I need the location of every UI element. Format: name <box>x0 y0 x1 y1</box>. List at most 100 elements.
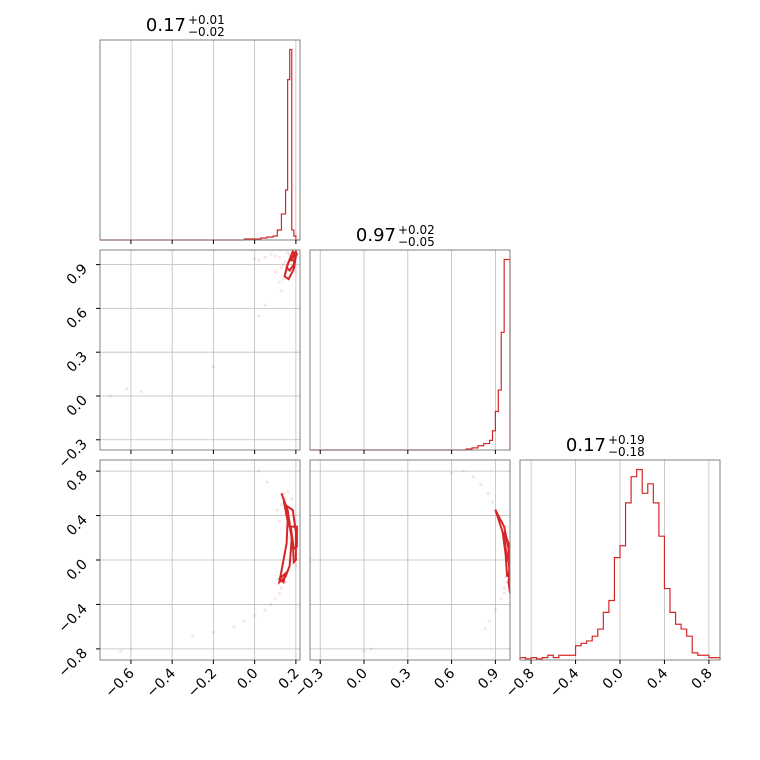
scatter-point <box>273 254 277 258</box>
contour-line <box>277 570 288 585</box>
scatter-point <box>286 251 290 255</box>
scatter-point <box>279 586 284 590</box>
contour-line <box>494 509 510 578</box>
x-tick-label: 0.0 <box>600 666 627 693</box>
scatter-point <box>263 255 267 259</box>
scatter-point <box>191 633 195 638</box>
x-tick-label: −0.6 <box>102 665 137 700</box>
scatter-point <box>483 627 487 631</box>
scatter-point <box>290 497 294 501</box>
axes-layer <box>96 39 721 664</box>
y-tick-label: −0.8 <box>55 645 90 680</box>
scatter-point <box>279 265 284 270</box>
x-tick-label: −0.4 <box>144 665 179 700</box>
scatter-point <box>275 508 279 512</box>
histogram-frame-0 <box>99 39 301 241</box>
scatter-point <box>279 289 284 293</box>
y-tick-label: 0.3 <box>64 349 91 376</box>
scatter-point <box>277 519 281 523</box>
grid-layer <box>100 40 710 660</box>
scatter-point <box>242 619 246 623</box>
y-tick-label: 0.8 <box>64 468 91 495</box>
y-tick-label: 0.0 <box>64 557 91 584</box>
scatter-point <box>277 255 281 259</box>
y-tick-label: −0.3 <box>55 436 90 471</box>
scatter-point <box>461 469 465 473</box>
title-median: 0.17 <box>146 15 186 36</box>
scatter-point <box>281 277 286 281</box>
title-median: 0.17 <box>566 435 606 456</box>
title-minus: −0.05 <box>398 235 435 249</box>
scatter-point <box>263 608 267 612</box>
title-plus: +0.02 <box>398 223 435 237</box>
scatter-point <box>502 591 506 595</box>
scatter-point <box>499 597 503 601</box>
y-tick-label: −0.4 <box>55 601 90 636</box>
scatter-point <box>269 252 273 256</box>
scatter-point <box>257 469 261 473</box>
y-tick-label: 0.4 <box>64 512 91 539</box>
title-plus: +0.19 <box>608 433 645 447</box>
scatter-point <box>486 491 490 495</box>
scatter-panel-1 <box>119 469 298 653</box>
x-tick-label: −0.4 <box>547 665 582 700</box>
x-tick-label: 0.3 <box>388 666 415 693</box>
x-tick-label: 0.9 <box>475 666 502 693</box>
scatter-point <box>502 586 506 590</box>
x-tick-label: 0.6 <box>431 665 458 692</box>
scatter-point <box>108 394 112 398</box>
scatter-point <box>471 475 476 479</box>
scatter-point <box>253 257 257 261</box>
contour-line <box>288 250 298 262</box>
scatter-point <box>263 303 267 308</box>
y-tick-label: 0.6 <box>64 305 91 332</box>
scatter-point <box>139 390 143 394</box>
contour-line <box>289 525 298 551</box>
scatter-point <box>490 500 495 504</box>
scatter-point <box>265 480 269 484</box>
title-median: 0.97 <box>356 225 396 246</box>
scatter-panel-2 <box>362 469 510 653</box>
scatter-point <box>257 314 261 318</box>
scatter-point <box>369 647 373 651</box>
x-tick-label: −0.8 <box>503 666 538 701</box>
histogram-title-1: 0.97 +0.02−0.05 <box>356 223 435 249</box>
scatter-point <box>273 270 277 274</box>
scatter-point <box>281 262 286 267</box>
scatter-point <box>257 258 261 262</box>
scatter-point <box>277 591 281 595</box>
histogram-step-0 <box>100 48 300 241</box>
scatter-point <box>277 280 281 284</box>
x-tick-label: 0.0 <box>344 666 371 693</box>
scatter-point <box>269 602 273 607</box>
title-minus: −0.02 <box>188 25 225 39</box>
scatter-point <box>288 536 292 540</box>
histogram-frame-1 <box>309 249 511 451</box>
histogram-title-0: 0.17 +0.01−0.02 <box>146 13 225 39</box>
scatter-point <box>253 613 257 618</box>
scatter-frame-2 <box>309 459 511 661</box>
scatter-point <box>279 502 284 507</box>
contour-line <box>507 565 510 594</box>
scatter-point <box>487 619 492 623</box>
scatter-point <box>294 563 298 568</box>
x-tick-label: −0.3 <box>292 666 327 701</box>
x-tick-label: 0.0 <box>234 666 261 693</box>
scatter-point <box>232 625 236 629</box>
title-minus: −0.18 <box>608 445 645 459</box>
data-layer <box>100 48 721 660</box>
histogram-step-2 <box>519 468 721 660</box>
y-tick-label: 0.0 <box>64 393 91 420</box>
scatter-point <box>283 260 288 264</box>
y-tick-label: 0.9 <box>64 261 91 288</box>
x-tick-label: −0.2 <box>185 666 220 701</box>
scatter-point <box>479 482 483 487</box>
x-tick-label: 0.8 <box>689 666 716 693</box>
scatter-point <box>294 270 298 274</box>
scatter-point <box>283 580 288 584</box>
histogram-step-1 <box>310 258 511 451</box>
scatter-point <box>211 365 216 369</box>
scatter-panel-0 <box>108 250 298 398</box>
scatter-point <box>286 489 290 493</box>
